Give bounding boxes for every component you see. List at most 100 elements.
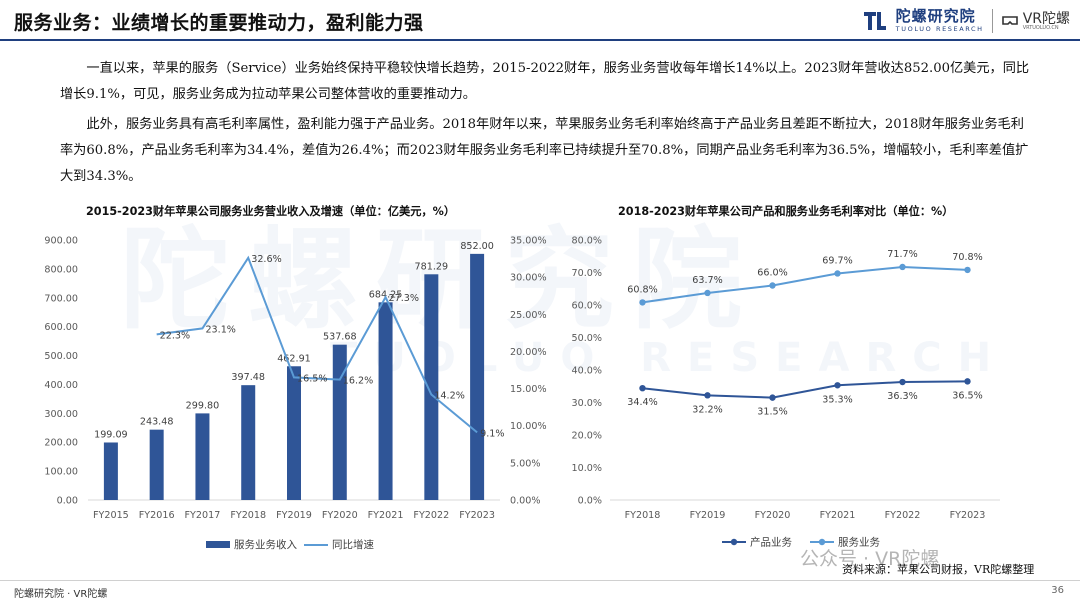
- chart1-y-left-tick: 500.00: [44, 351, 78, 362]
- paragraph-service-growth: 一直以来，苹果的服务（Service）业务始终保持平稳较快增长趋势，2015-2…: [60, 61, 1030, 102]
- brand-divider: [991, 9, 993, 33]
- chart1-x-tick: FY2021: [368, 510, 404, 521]
- chart2-x-tick: FY2021: [820, 510, 856, 521]
- wechat-watermark: 公众号 · VR陀螺: [800, 548, 940, 570]
- chart2-data-label: 69.7%: [822, 255, 852, 266]
- paragraph-gross-margin: 此外，服务业务具有高毛利率属性，盈利能力强于产品业务。2018年财年以来，苹果服…: [60, 117, 1029, 184]
- chart1-y-left-tick: 700.00: [44, 293, 78, 304]
- chart2-data-label: 63.7%: [692, 275, 722, 286]
- chart-title-margin: 2018-2023财年苹果公司产品和服务业务毛利率对比（单位：%）: [618, 205, 954, 218]
- chart1-revenue-label: 537.68: [323, 332, 357, 343]
- page-number: 36: [1051, 585, 1064, 596]
- chart1-y-right-tick: 0.00%: [510, 496, 540, 507]
- header: 服务业务：业绩增长的重要推动力，盈利能力强 陀螺研究院 TUOLUO RESEA…: [0, 0, 1080, 41]
- brand-logo: 陀螺研究院 TUOLUO RESEARCH VR陀螺 VRTUOLUO.CN: [862, 6, 1070, 36]
- chart1-y-left-tick: 900.00: [44, 236, 78, 247]
- chart1-y-right-tick: 30.00%: [510, 273, 547, 284]
- chart1-x-tick: FY2019: [276, 510, 312, 521]
- chart1-revenue-bar: [241, 385, 256, 500]
- chart1-y-left-tick: 0.00: [57, 496, 78, 507]
- chart1-legend-revenue: 服务业务收入: [234, 538, 297, 551]
- chart1-y-right-tick: 10.00%: [510, 421, 547, 432]
- chart1-growth-label: 22.3%: [160, 330, 190, 341]
- chart2-point: [769, 394, 776, 401]
- chart1-revenue-label: 199.09: [94, 429, 128, 440]
- chart2-data-label: 32.2%: [692, 404, 722, 415]
- chart1-x-tick: FY2022: [413, 510, 449, 521]
- page-title: 服务业务：业绩增长的重要推动力，盈利能力强: [14, 12, 424, 34]
- chart1-growth-label: 16.5%: [297, 373, 327, 384]
- chart1-growth-label: 23.1%: [205, 324, 235, 335]
- chart1-legend-growth: 同比增速: [332, 538, 374, 551]
- chart1-revenue-bar: [332, 344, 347, 500]
- chart1-x-tick: FY2015: [93, 510, 129, 521]
- chart1-x-tick: FY2017: [185, 510, 221, 521]
- tuoluo-logo-icon: [863, 12, 886, 30]
- chart2-point: [964, 266, 971, 274]
- chart2-line-service: [642, 265, 968, 304]
- footer-rule: [0, 580, 1080, 581]
- chart1-legend-revenue-swatch: [206, 541, 230, 548]
- chart2-point: [704, 289, 711, 297]
- chart2-point: [899, 263, 906, 271]
- chart2-y-tick: 70.0%: [572, 268, 602, 279]
- chart1-y-right-tick: 15.00%: [510, 384, 547, 395]
- vr-headset-icon: [1001, 16, 1018, 25]
- chart1-y-left-tick: 300.00: [44, 409, 78, 420]
- chart2-data-label: 35.3%: [822, 394, 852, 405]
- chart2-x-tick: FY2023: [950, 510, 986, 521]
- chart1-y-left-tick: 100.00: [44, 467, 78, 478]
- chart2-y-tick: 50.0%: [572, 333, 602, 344]
- chart2-data-label: 60.8%: [627, 284, 657, 295]
- vr-logo: VR陀螺 VRTUOLUO.CN: [1001, 12, 1070, 31]
- header-rule: [0, 39, 1080, 41]
- chart1-revenue-bar: [424, 274, 439, 500]
- chart1-y-right-tick: 25.00%: [510, 310, 547, 321]
- chart1-revenue-label: 243.48: [140, 417, 174, 428]
- chart2-y-tick: 0.0%: [578, 496, 602, 507]
- chart1-revenue-label: 852.00: [460, 241, 494, 252]
- brand-name-en: TUOLUO RESEARCH: [895, 25, 984, 34]
- chart2-legend-marker: [730, 538, 738, 546]
- chart2-y-tick: 60.0%: [572, 301, 602, 312]
- chart1-y-left-tick: 600.00: [44, 322, 78, 333]
- chart1-revenue-bar: [195, 413, 210, 500]
- chart2-data-label: 31.5%: [757, 407, 787, 418]
- chart2-x-tick: FY2022: [885, 510, 921, 521]
- chart2-x-tick: FY2019: [690, 510, 726, 521]
- chart2-point: [704, 392, 711, 399]
- chart2-point: [834, 382, 841, 389]
- chart2-y-tick: 80.0%: [572, 236, 602, 247]
- chart1-revenue-bar: [470, 253, 485, 500]
- chart1-x-tick: FY2023: [459, 510, 495, 521]
- chart1-growth-label: 14.2%: [434, 391, 464, 402]
- chart1-growth-label: 27.3%: [389, 293, 419, 304]
- chart1-y-left-tick: 400.00: [44, 380, 78, 391]
- chart1-revenue-bar: [378, 302, 393, 500]
- chart-title-revenue: 2015-2023财年苹果公司服务业务营业收入及增速（单位：亿美元，%）: [86, 205, 456, 218]
- chart1-y-left-tick: 200.00: [44, 438, 78, 449]
- chart1-growth-label: 9.1%: [480, 428, 504, 439]
- chart2-data-label: 34.4%: [627, 397, 657, 408]
- chart2-data-label: 70.8%: [952, 252, 982, 263]
- chart1-x-tick: FY2016: [139, 510, 175, 521]
- chart1-revenue-label: 397.48: [231, 372, 265, 383]
- chart2-line-product: [642, 380, 968, 399]
- chart1-y-left-tick: 800.00: [44, 264, 78, 275]
- chart2-y-tick: 20.0%: [572, 431, 602, 442]
- chart2-data-label: 66.0%: [757, 268, 787, 279]
- chart1-revenue-label: 299.80: [186, 400, 220, 411]
- chart2-data-label: 71.7%: [887, 249, 917, 260]
- chart1-y-right-tick: 5.00%: [510, 458, 540, 469]
- chart2-point: [964, 378, 971, 385]
- brand-name: 陀螺研究院: [895, 7, 976, 26]
- chart1-growth-line: [156, 255, 478, 434]
- vr-logo-sub: VRTUOLUO.CN: [1022, 24, 1059, 31]
- chart1-x-tick: FY2018: [230, 510, 266, 521]
- chart2-x-tick: FY2020: [755, 510, 791, 521]
- chart2-data-label: 36.3%: [887, 391, 917, 402]
- chart1-revenue-bar: [149, 429, 164, 500]
- chart1-revenue-label: 462.91: [277, 353, 311, 364]
- chart2-y-tick: 40.0%: [572, 366, 602, 377]
- chart2-point: [639, 385, 646, 392]
